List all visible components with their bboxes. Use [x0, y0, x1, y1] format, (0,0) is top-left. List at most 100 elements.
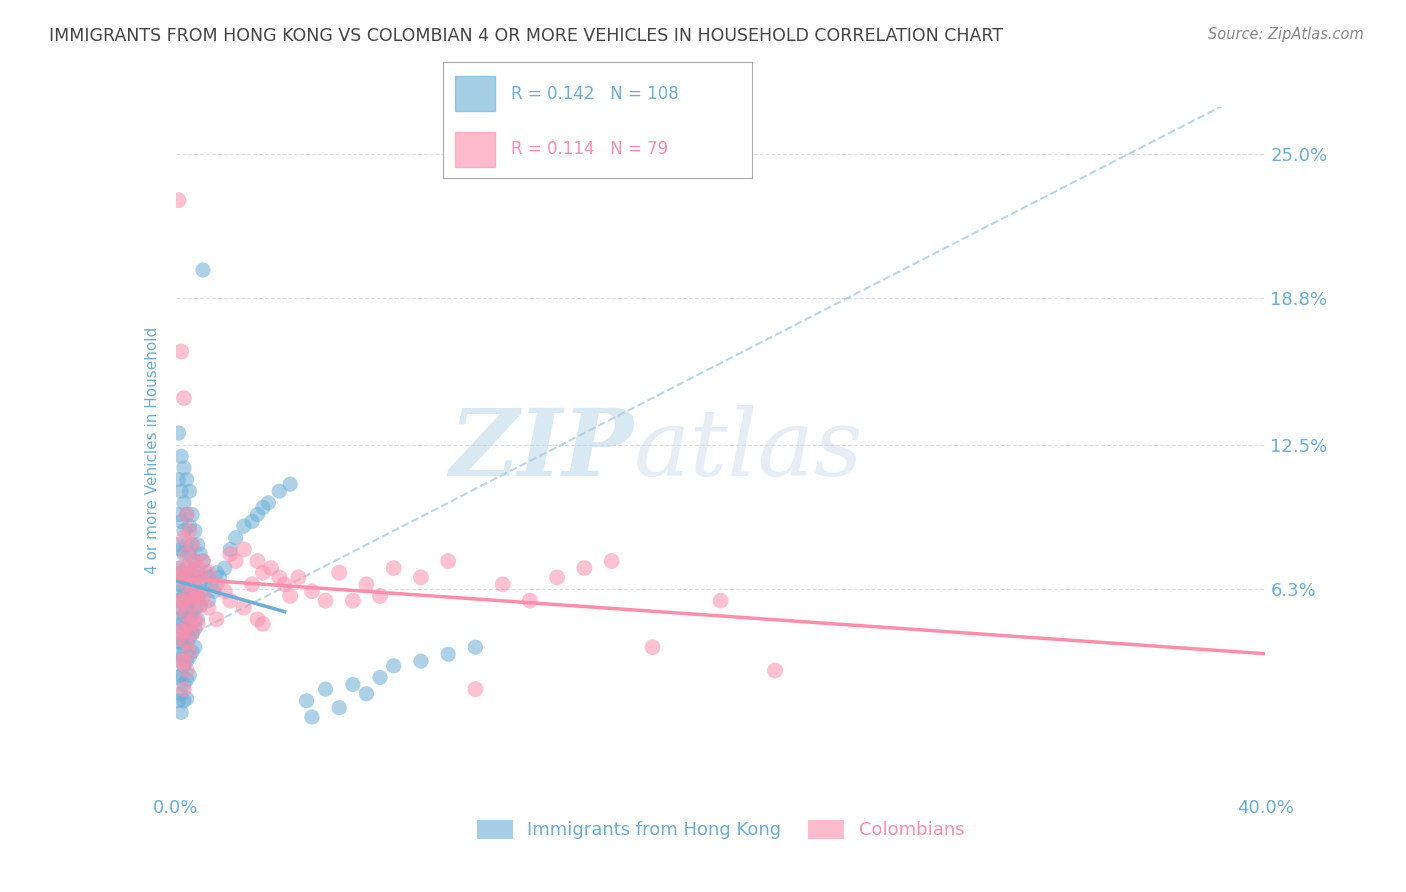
Point: [167, 631, 190, 645]
Point: [181, 607, 204, 622]
Point: [170, 484, 193, 499]
Point: [191, 589, 214, 603]
Point: [179, 668, 201, 682]
Point: [176, 561, 198, 575]
Point: [181, 538, 204, 552]
Point: [170, 344, 193, 359]
Point: [188, 547, 211, 561]
Point: [170, 616, 193, 631]
Point: [179, 561, 201, 575]
Point: [176, 635, 198, 649]
Point: [188, 599, 211, 613]
Point: [342, 593, 364, 607]
Point: [173, 654, 195, 668]
Point: [437, 554, 460, 568]
Point: [295, 694, 318, 708]
Point: [176, 473, 198, 487]
Point: [232, 600, 254, 615]
Point: [167, 647, 190, 661]
Point: [188, 574, 211, 589]
Point: [186, 589, 209, 603]
Point: [600, 554, 623, 568]
Point: [208, 570, 231, 584]
Point: [641, 640, 664, 655]
Point: [186, 566, 209, 580]
Point: [437, 647, 460, 661]
Point: [167, 600, 190, 615]
Point: [260, 561, 283, 575]
Point: [519, 593, 541, 607]
Point: [176, 664, 198, 678]
Point: [170, 584, 193, 599]
Point: [173, 624, 195, 638]
Point: [200, 577, 222, 591]
Point: [252, 616, 274, 631]
Point: [176, 508, 198, 522]
Point: [179, 589, 201, 603]
Point: [173, 589, 195, 603]
Point: [246, 554, 269, 568]
Point: [225, 554, 247, 568]
Text: Source: ZipAtlas.com: Source: ZipAtlas.com: [1208, 27, 1364, 42]
Text: ZIP: ZIP: [449, 406, 633, 495]
Point: [197, 600, 219, 615]
Point: [269, 570, 291, 584]
Point: [167, 593, 190, 607]
Point: [179, 645, 201, 659]
Point: [191, 554, 214, 568]
Point: [179, 649, 201, 664]
Point: [170, 624, 193, 638]
Point: [176, 673, 198, 687]
Point: [214, 584, 236, 599]
Point: [173, 640, 195, 655]
Point: [546, 570, 568, 584]
Point: [464, 640, 486, 655]
Point: [170, 635, 193, 649]
Point: [186, 612, 209, 626]
Point: [464, 682, 486, 697]
Point: [246, 508, 269, 522]
Point: [181, 626, 204, 640]
Point: [167, 561, 190, 575]
Point: [315, 682, 337, 697]
Point: [181, 508, 204, 522]
Point: [219, 542, 242, 557]
Point: [184, 600, 207, 615]
Point: [197, 570, 219, 584]
Point: [167, 577, 190, 591]
Point: [176, 547, 198, 561]
Point: [278, 477, 301, 491]
Point: [170, 706, 193, 720]
Point: [167, 425, 190, 440]
Point: [191, 584, 214, 599]
Point: [301, 710, 323, 724]
Point: [205, 612, 228, 626]
Point: [170, 542, 193, 557]
Point: [170, 450, 193, 464]
Point: [179, 612, 201, 626]
Point: [274, 577, 297, 591]
Point: [315, 593, 337, 607]
Point: [184, 612, 207, 626]
Point: [179, 631, 201, 645]
Point: [167, 538, 190, 552]
Point: [170, 561, 193, 575]
Point: [219, 547, 242, 561]
Point: [176, 508, 198, 522]
Text: IMMIGRANTS FROM HONG KONG VS COLOMBIAN 4 OR MORE VEHICLES IN HOUSEHOLD CORRELATI: IMMIGRANTS FROM HONG KONG VS COLOMBIAN 4…: [49, 27, 1004, 45]
Point: [173, 593, 195, 607]
Point: [176, 577, 198, 591]
Point: [186, 616, 209, 631]
Point: [181, 566, 204, 580]
Point: [269, 484, 291, 499]
Point: [176, 582, 198, 596]
Text: R = 0.114   N = 79: R = 0.114 N = 79: [510, 140, 668, 159]
Point: [710, 593, 733, 607]
Point: [356, 577, 378, 591]
Point: [246, 612, 269, 626]
Point: [382, 561, 405, 575]
Point: [173, 496, 195, 510]
Point: [173, 658, 195, 673]
Point: [368, 589, 391, 603]
Point: [184, 640, 207, 655]
